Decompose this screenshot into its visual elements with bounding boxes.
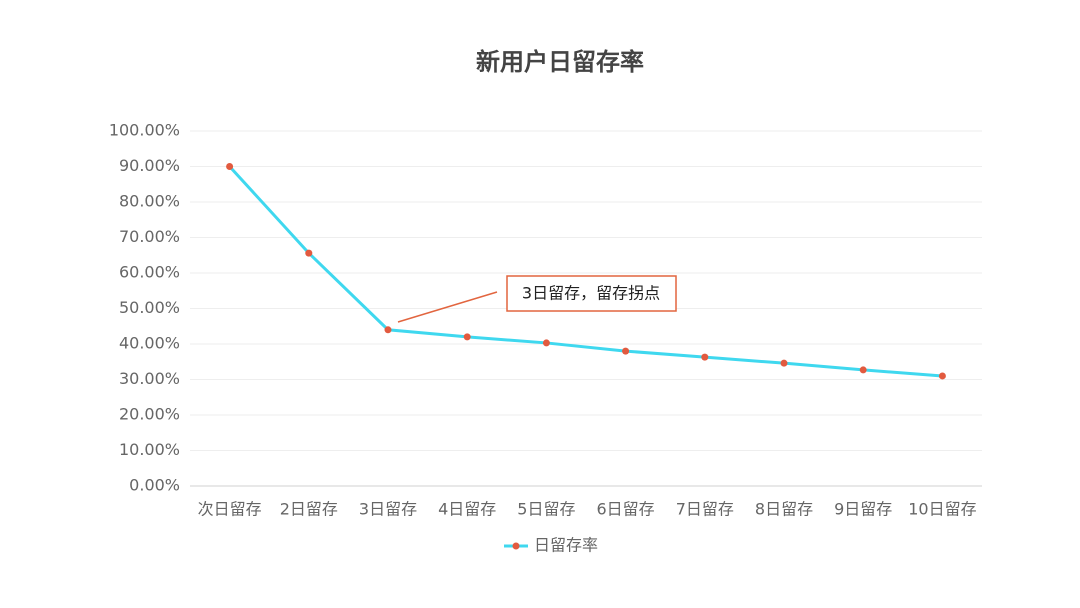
x-tick-label: 次日留存 [198,500,262,519]
chart-title: 新用户日留存率 [476,48,644,76]
point-marker [305,249,313,257]
x-tick-label: 4日留存 [438,500,496,519]
annotation-leader [397,291,498,323]
x-tick-label: 2日留存 [280,500,338,519]
point-marker [463,333,471,341]
point-marker [622,347,630,355]
x-tick-label: 9日留存 [834,500,892,519]
point-marker [780,359,788,367]
point-marker [542,339,550,347]
point-marker [859,366,867,374]
series-line [228,165,943,378]
y-tick-label: 0.00% [129,476,180,495]
legend-label: 日留存率 [534,536,598,555]
y-tick-label: 90.00% [119,156,180,175]
x-tick-label: 7日留存 [676,500,734,519]
y-tick-label: 100.00% [109,121,180,140]
x-tick-label: 5日留存 [517,500,575,519]
x-tick-label: 3日留存 [359,500,417,519]
point-marker [938,372,946,380]
x-tick-label: 8日留存 [755,500,813,519]
y-tick-label: 40.00% [119,334,180,353]
x-tick-label: 10日留存 [908,500,976,519]
y-tick-label: 80.00% [119,192,180,211]
x-tick-label: 6日留存 [597,500,655,519]
y-tick-label: 10.00% [119,440,180,459]
point-marker [226,163,234,170]
y-tick-label: 70.00% [119,227,180,246]
legend-marker [512,542,520,550]
annotation-text: 3日留存，留存拐点 [522,284,660,303]
y-tick-label: 30.00% [119,369,180,388]
point-marker [384,326,392,334]
y-tick-label: 50.00% [119,298,180,317]
y-tick-label: 60.00% [119,263,180,282]
point-marker [701,353,709,361]
annotation-box [506,275,677,312]
y-tick-label: 20.00% [119,405,180,424]
